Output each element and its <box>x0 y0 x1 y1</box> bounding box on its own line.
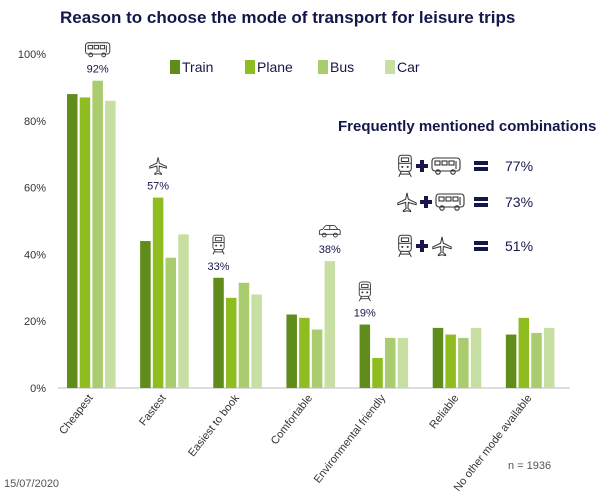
x-tick-label: Fastest <box>137 392 169 428</box>
data-label: 92% <box>87 64 109 76</box>
x-axis: Cheapest Fastest Easiest to book Comfortabl… <box>57 392 534 494</box>
y-tick-label: 20% <box>24 316 46 328</box>
legend-swatch-bus <box>318 60 328 74</box>
data-label: 38% <box>319 244 341 256</box>
legend-swatch-car <box>385 60 395 74</box>
bar-car-6 <box>543 327 555 388</box>
legend-label-car: Car <box>397 59 420 75</box>
bar-train-5 <box>432 327 444 388</box>
y-tick-label: 0% <box>30 383 46 395</box>
bar-train-4 <box>359 324 371 388</box>
combo-plane-icon <box>397 192 417 213</box>
sample-size-note: n = 1936 <box>508 460 551 472</box>
combinations-title: Frequently mentioned combinations <box>338 118 596 135</box>
legend-label-bus: Bus <box>330 59 354 75</box>
bar-car-1 <box>178 234 189 388</box>
bar-train-2 <box>213 277 224 388</box>
legend: Train Plane Bus Car <box>170 59 420 75</box>
combination-value: 51% <box>505 238 533 254</box>
combinations-panel: Frequently mentioned combinations 77% 73%… <box>338 118 596 258</box>
combo-train-icon <box>398 234 412 258</box>
chart-title: Reason to choose the mode of transport f… <box>60 8 515 27</box>
combo-train-icon <box>398 154 412 178</box>
bar-train-3 <box>286 314 297 388</box>
bar-bus-6 <box>531 332 542 388</box>
legend-label-train: Train <box>182 59 213 75</box>
combo-bus-icon <box>435 193 465 211</box>
annotation-plane-icon <box>149 156 167 175</box>
legend-label-plane: Plane <box>257 59 293 75</box>
x-tick-label: Reliable <box>427 392 461 431</box>
bar-plane-6 <box>518 317 530 388</box>
x-tick-label: Comfortable <box>269 392 315 447</box>
y-tick-label: 80% <box>24 116 46 128</box>
bar-bus-3 <box>311 329 323 388</box>
data-label: 57% <box>147 181 169 193</box>
equals-icon <box>474 197 488 201</box>
bar-plane-0 <box>79 97 91 389</box>
bar-plane-4 <box>372 357 383 388</box>
bar-plane-2 <box>225 297 237 388</box>
x-tick-label: Environmental friendly <box>312 392 389 486</box>
y-tick-label: 100% <box>18 49 46 61</box>
bar-plane-5 <box>445 334 456 388</box>
annotation-car-icon <box>318 224 341 238</box>
equals-icon <box>474 247 488 251</box>
bar-car-3 <box>324 261 336 388</box>
bar-bus-4 <box>384 337 396 388</box>
bar-plane-1 <box>152 197 164 388</box>
bar-bus-2 <box>238 282 250 388</box>
x-tick-label: No other mode available <box>452 392 535 493</box>
data-label: 33% <box>208 261 230 273</box>
bar-train-0 <box>67 94 78 388</box>
bar-bus-1 <box>165 257 177 388</box>
bar-train-1 <box>140 241 151 388</box>
annotations: 92% 57% 33% 38% 19% <box>85 42 376 320</box>
data-label: 19% <box>354 308 376 320</box>
legend-swatch-plane <box>245 60 255 74</box>
bar-car-0 <box>105 100 116 388</box>
bars <box>67 80 555 389</box>
plus-icon <box>420 240 424 252</box>
bar-bus-5 <box>458 337 469 388</box>
plus-icon <box>420 160 424 172</box>
combination-value: 73% <box>505 194 533 210</box>
bar-plane-3 <box>299 317 310 388</box>
bar-car-2 <box>251 294 262 388</box>
bar-car-4 <box>397 337 409 388</box>
equals-icon <box>474 167 488 171</box>
x-tick-label: Easiest to book <box>186 392 242 459</box>
legend-swatch-train <box>170 60 180 74</box>
equals-icon <box>474 241 488 245</box>
y-tick-label: 60% <box>24 183 46 195</box>
y-tick-label: 40% <box>24 249 46 261</box>
bar-bus-0 <box>92 80 103 388</box>
combo-plane-icon <box>432 236 452 257</box>
equals-icon <box>474 161 488 165</box>
annotation-train-icon <box>358 281 371 302</box>
x-tick-label: Cheapest <box>57 392 95 436</box>
date-stamp: 15/07/2020 <box>4 478 59 490</box>
combo-bus-icon <box>431 157 461 175</box>
annotation-train-icon <box>212 234 225 255</box>
bar-car-5 <box>470 327 482 388</box>
annotation-bus-icon <box>85 42 111 58</box>
combination-value: 77% <box>505 158 533 174</box>
plus-icon <box>424 196 428 208</box>
bar-train-6 <box>505 334 517 388</box>
equals-icon <box>474 203 488 207</box>
